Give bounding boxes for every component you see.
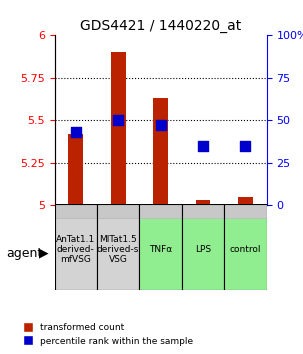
Point	[243, 143, 248, 149]
FancyBboxPatch shape	[97, 209, 139, 290]
Text: control: control	[230, 245, 261, 254]
FancyBboxPatch shape	[139, 204, 182, 219]
Legend: transformed count, percentile rank within the sample: transformed count, percentile rank withi…	[20, 320, 196, 349]
FancyBboxPatch shape	[182, 209, 224, 290]
FancyBboxPatch shape	[139, 209, 182, 290]
Bar	[153, 98, 168, 205]
Bar	[196, 200, 210, 205]
FancyBboxPatch shape	[182, 204, 224, 219]
Point	[73, 130, 78, 135]
Text: ▶: ▶	[39, 247, 49, 259]
Text: TNFα: TNFα	[149, 245, 172, 254]
FancyBboxPatch shape	[224, 204, 267, 219]
Text: agent: agent	[6, 247, 42, 259]
Bar	[111, 52, 126, 205]
FancyBboxPatch shape	[55, 204, 97, 219]
FancyBboxPatch shape	[97, 204, 139, 219]
FancyBboxPatch shape	[55, 209, 97, 290]
Point	[158, 122, 163, 128]
Bar	[238, 197, 253, 205]
Bar	[68, 134, 83, 205]
Text: LPS: LPS	[195, 245, 211, 254]
Title: GDS4421 / 1440220_at: GDS4421 / 1440220_at	[80, 19, 241, 33]
Text: AnTat1.1
derived-
mfVSG: AnTat1.1 derived- mfVSG	[56, 235, 95, 264]
Point	[116, 118, 121, 123]
Point	[201, 143, 205, 149]
FancyBboxPatch shape	[224, 209, 267, 290]
Text: MITat1.5
derived-s
VSG: MITat1.5 derived-s VSG	[97, 235, 139, 264]
